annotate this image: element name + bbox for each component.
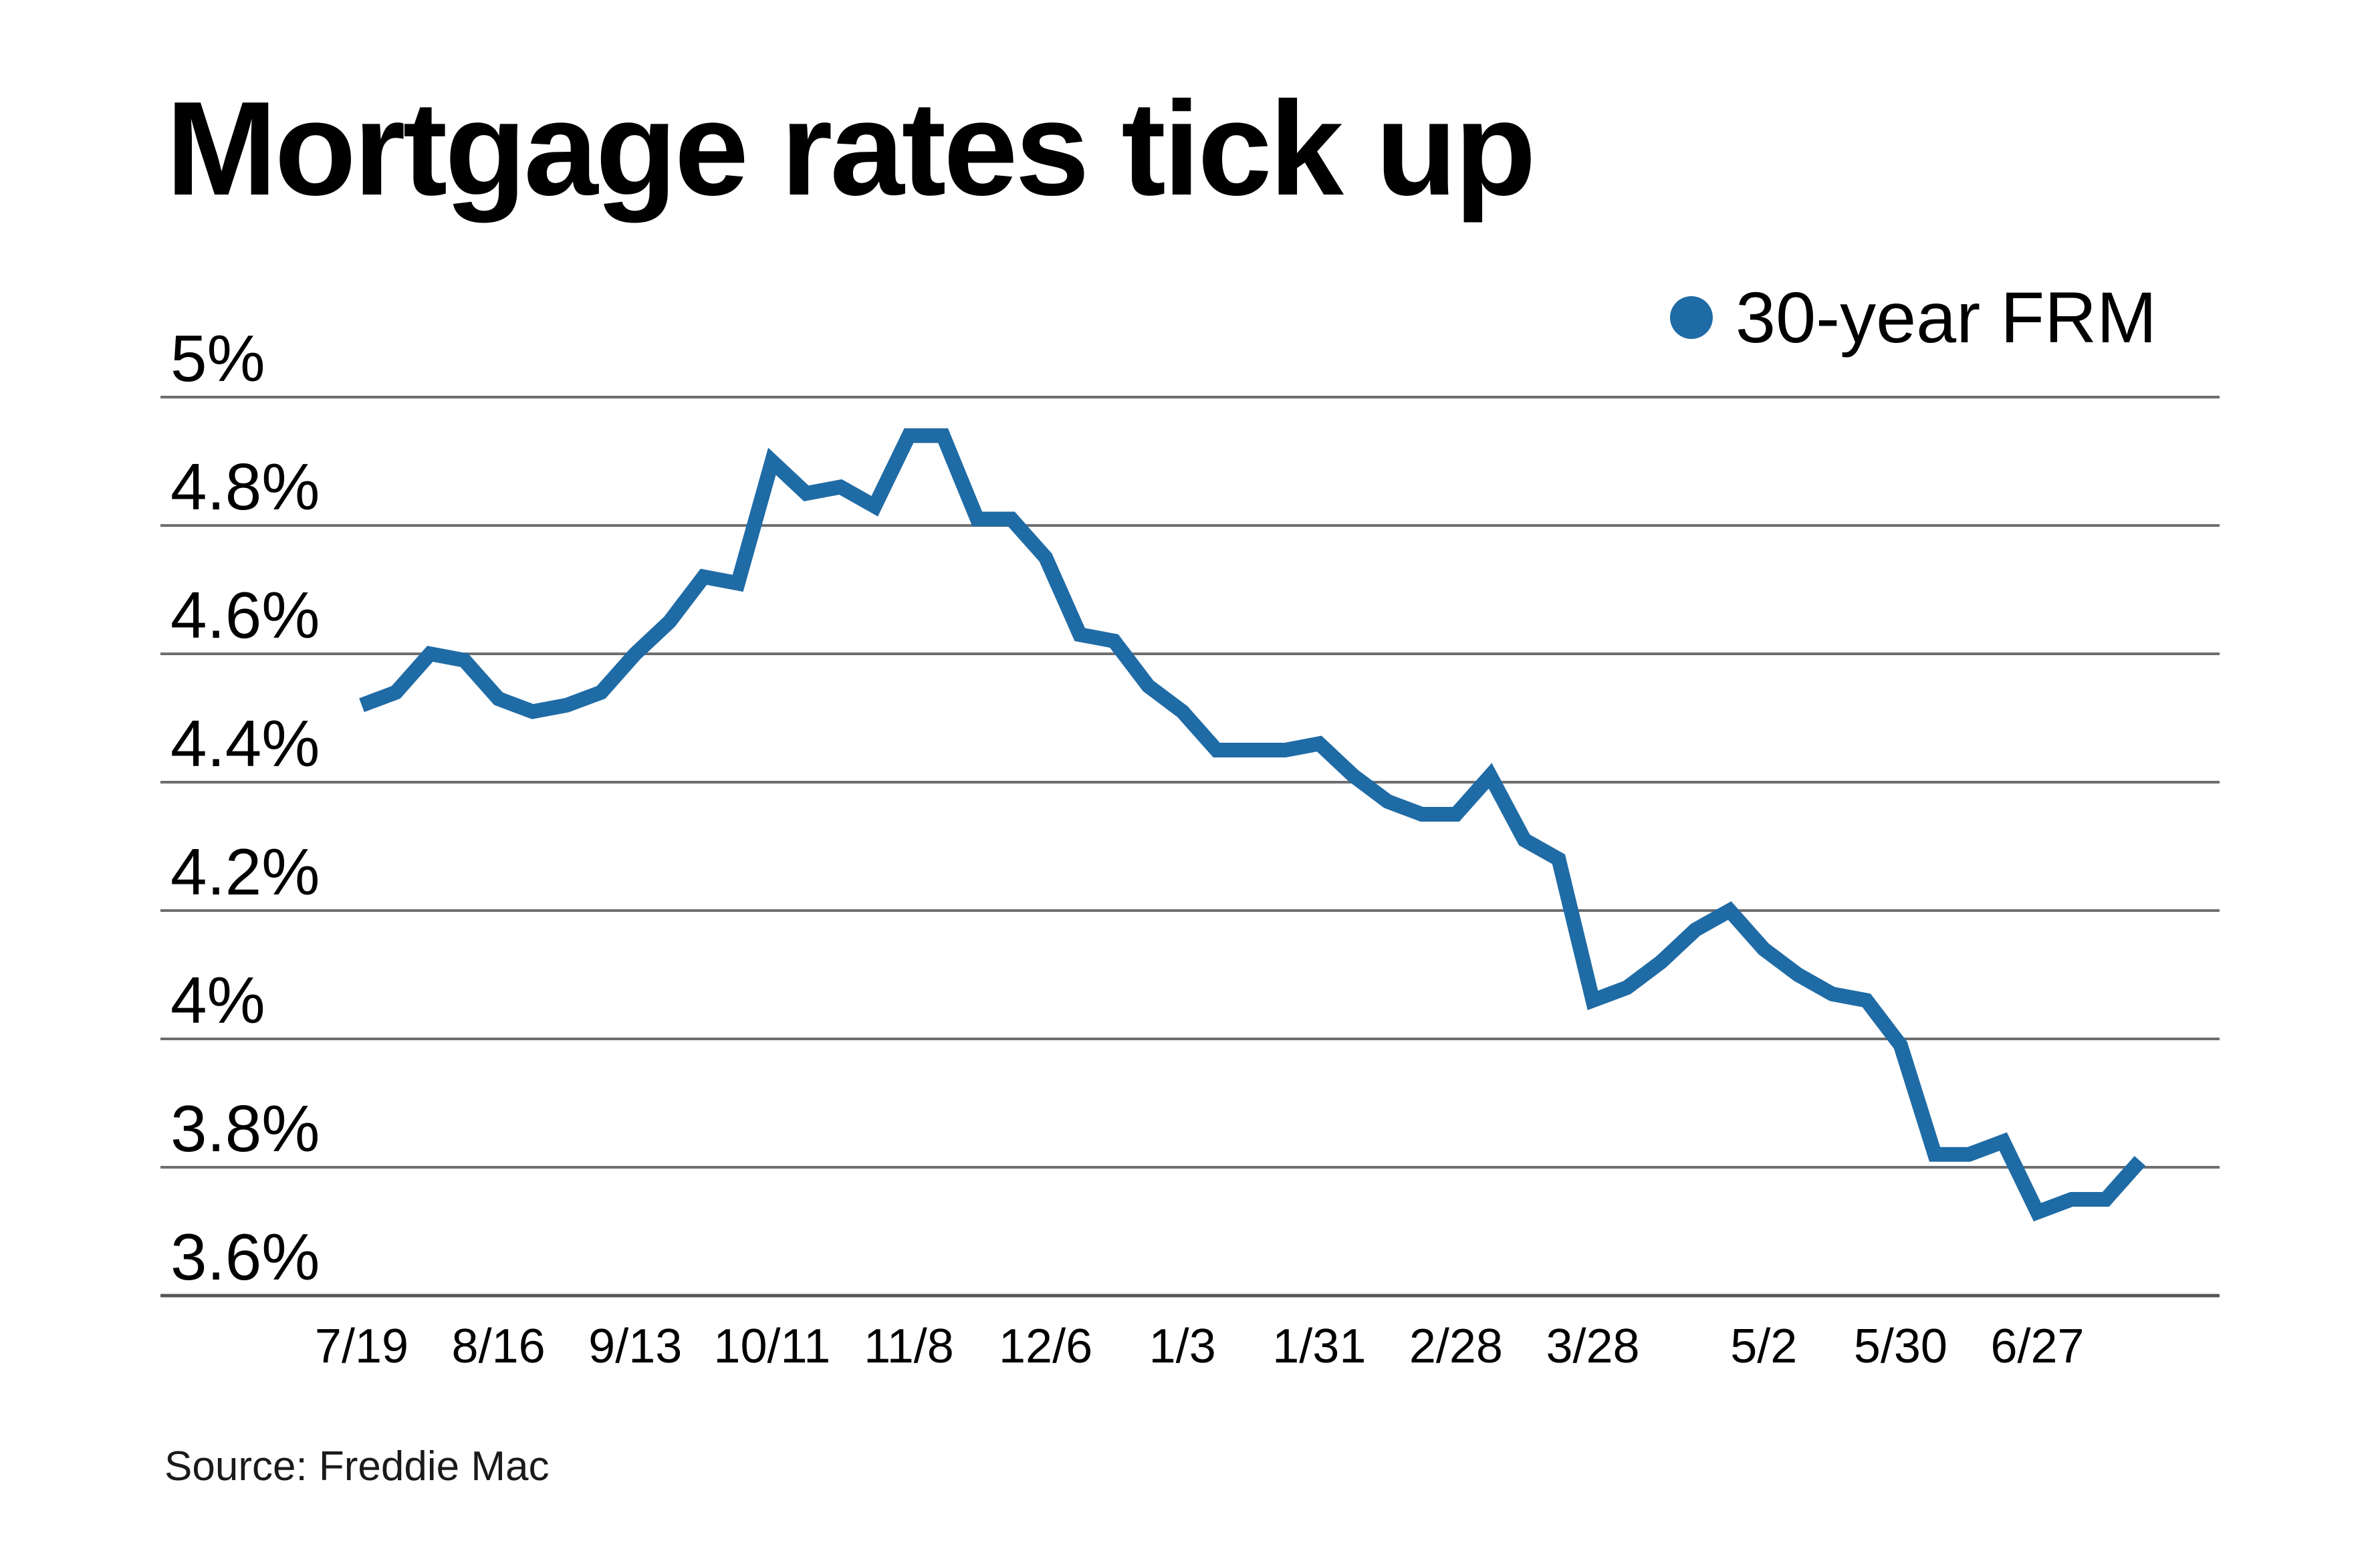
page-title: Mortgage rates tick up <box>166 74 1536 223</box>
y-tick-label: 4.6% <box>170 578 320 652</box>
x-axis-labels: 7/19 8/16 9/13 10/11 11/8 12/6 1/3 1/31 2/28 3/28… <box>315 1320 2085 1373</box>
x-tick-label: 7/19 <box>315 1320 408 1373</box>
x-tick-label: 8/16 <box>452 1320 546 1373</box>
source-note: Source: Freddie Mac <box>164 1443 550 1489</box>
legend: 30-year FRM <box>1670 275 2157 359</box>
x-tick-label: 1/31 <box>1272 1320 1366 1373</box>
legend-label: 30-year FRM <box>1736 277 2157 358</box>
x-tick-label: 9/13 <box>588 1320 682 1373</box>
y-tick-label: 4.2% <box>170 835 320 909</box>
x-tick-label: 5/2 <box>1730 1320 1797 1373</box>
x-tick-label: 5/30 <box>1854 1320 1947 1373</box>
x-tick-label: 3/28 <box>1546 1320 1639 1373</box>
x-tick-label: 10/11 <box>713 1320 830 1373</box>
y-axis-labels: 5% 4.8% 4.6% 4.4% 4.2% 4% 3.8% 3.6% <box>170 322 320 1294</box>
x-tick-label: 2/28 <box>1409 1320 1503 1373</box>
y-tick-label: 4.4% <box>170 707 320 780</box>
x-tick-label: 1/3 <box>1149 1320 1216 1373</box>
series-line <box>359 428 2146 1222</box>
gridlines <box>160 396 2220 1298</box>
y-tick-label: 3.8% <box>170 1092 320 1165</box>
y-tick-label: 4% <box>170 963 265 1037</box>
x-tick-label: 6/27 <box>1990 1320 2084 1373</box>
y-tick-label: 5% <box>170 322 265 395</box>
y-tick-label: 3.6% <box>170 1220 320 1294</box>
y-tick-label: 4.8% <box>170 450 320 523</box>
x-tick-label: 11/8 <box>864 1320 954 1373</box>
x-tick-label: 12/6 <box>999 1320 1092 1373</box>
legend-dot-icon <box>1670 295 1713 339</box>
